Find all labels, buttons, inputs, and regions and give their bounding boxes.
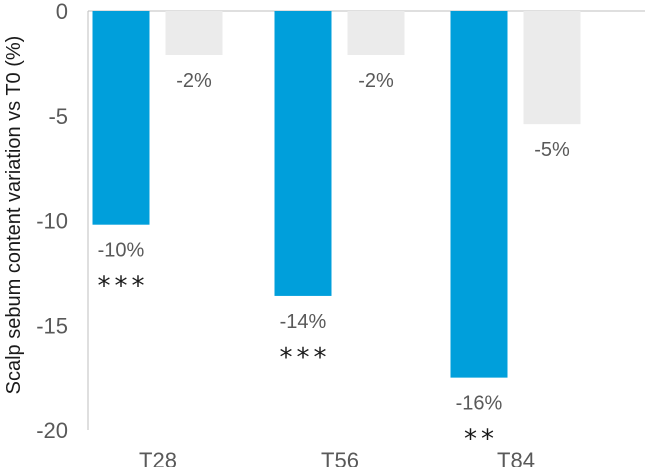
significance-marker: *** [98,272,149,302]
bar-value-label: -14% [280,311,327,333]
bar-value-label: -16% [456,393,503,415]
data-labels: -10% *** -2% -14% *** -2% -16% ** -5% [98,70,570,455]
y-axis: 0 -5 -10 -15 -20 [36,0,89,443]
bar-value-label: -5% [534,139,570,161]
significance-marker: ** [464,425,498,455]
bars [92,11,581,378]
bar [347,11,405,55]
bar [274,11,332,296]
y-tick-label: -5 [48,104,68,129]
x-category-label: T28 [139,448,177,467]
bar [523,11,581,125]
y-axis-title: Scalp sebum content variation vs T0 (%) [3,36,25,395]
y-tick-label: -15 [36,313,68,338]
bar [450,11,508,378]
y-tick-label: -10 [36,209,68,234]
y-tick-label: 0 [56,0,68,24]
bar-value-label: -2% [176,70,212,92]
y-tick-label: -20 [36,418,68,443]
bar-value-label: -10% [98,240,145,262]
bar [92,11,150,225]
bar-value-label: -2% [358,70,394,92]
bar [165,11,223,55]
significance-marker: *** [280,343,331,373]
x-category-label: T84 [497,448,535,467]
x-category-label: T56 [321,448,359,467]
